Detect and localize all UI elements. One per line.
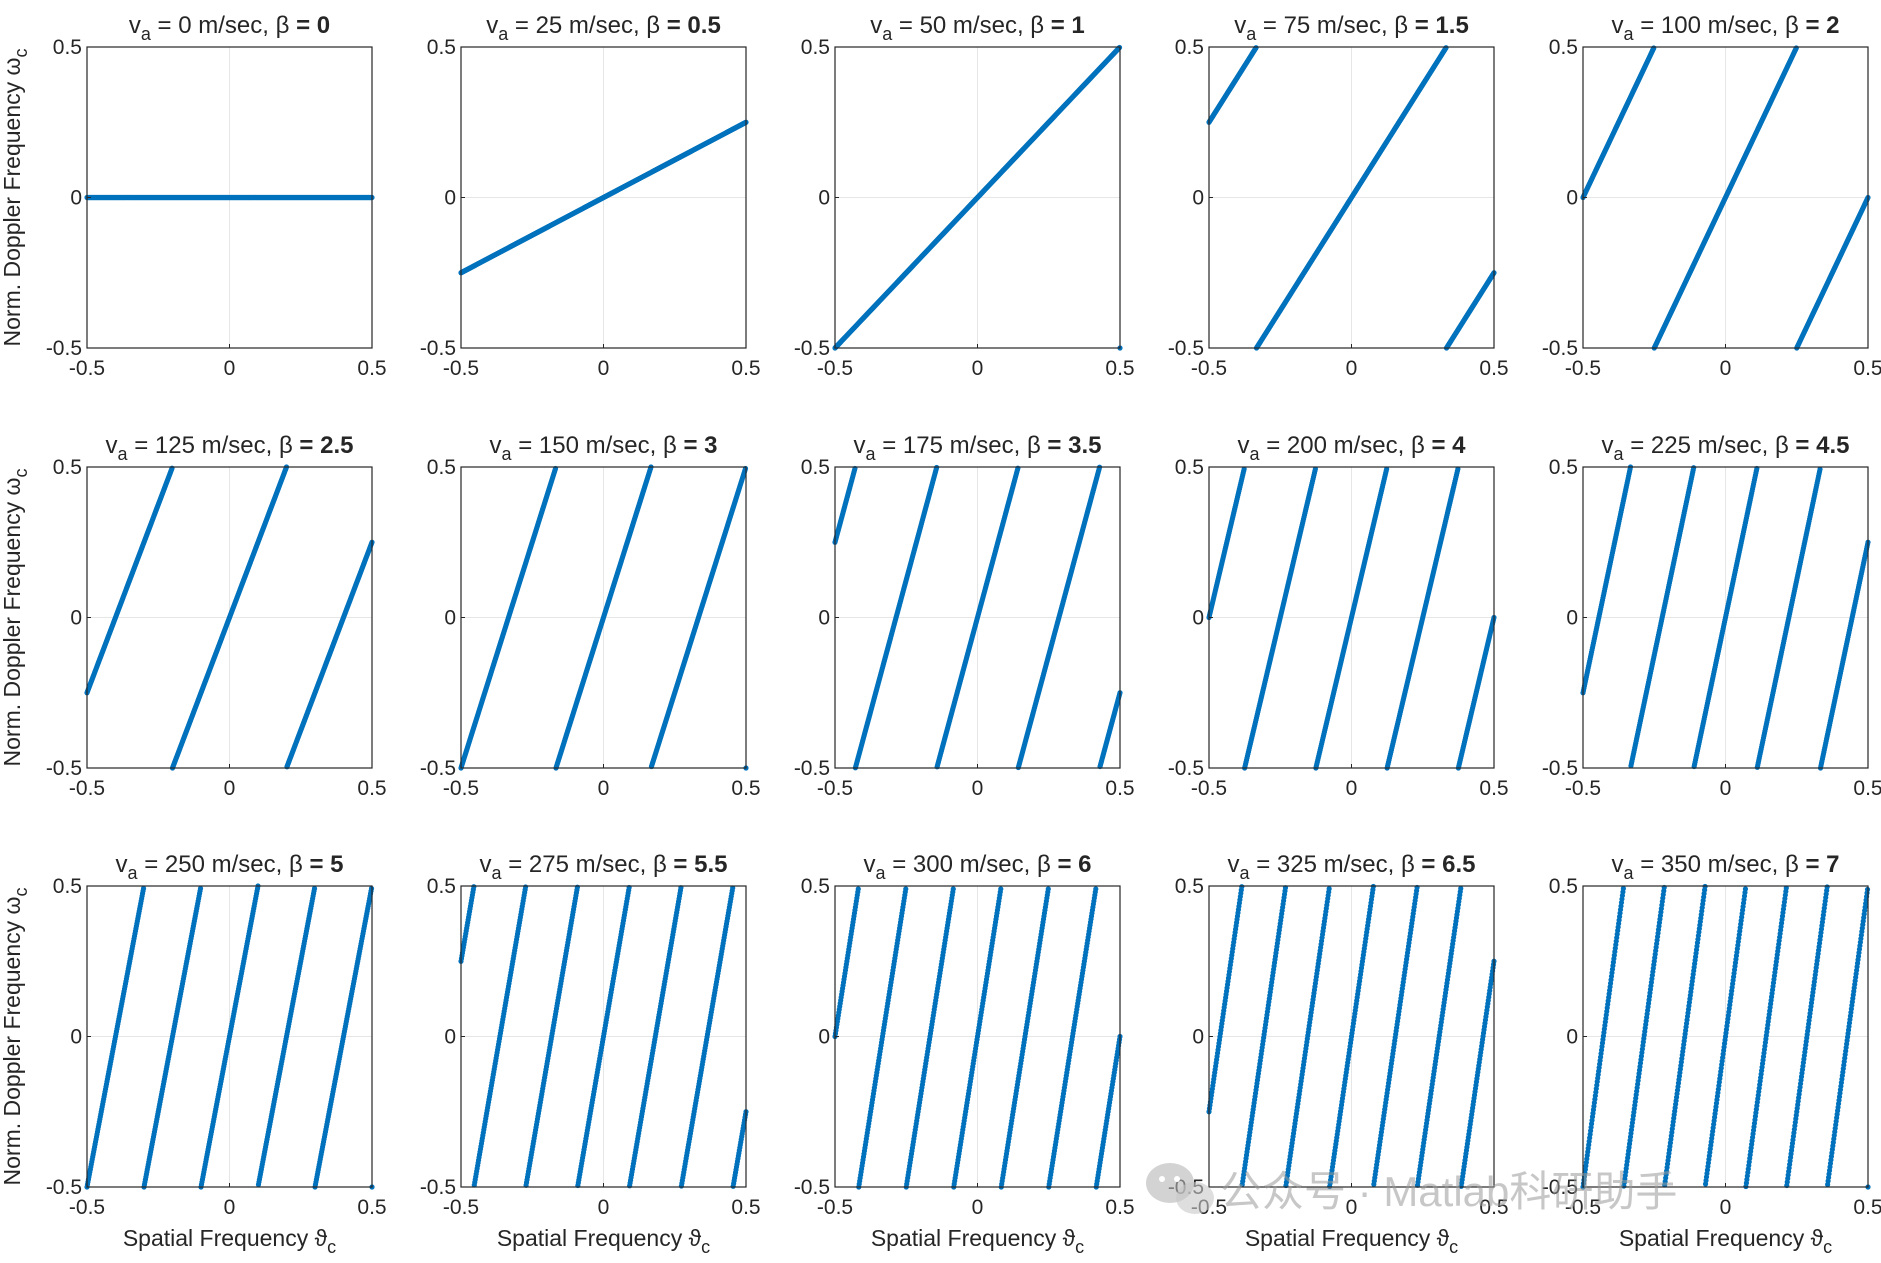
data-point bbox=[1443, 45, 1449, 51]
y-tick-label: -0.5 bbox=[420, 757, 456, 780]
subplot-title: va = 0 m/sec, β = 0 bbox=[129, 12, 330, 44]
subplot-6: -0.5-0.5 0 0 0.5 0.5 va = 125 m/sec, β = 2.5 N… bbox=[0, 432, 387, 800]
subplot-title: va = 25 m/sec, β = 0.5 bbox=[486, 12, 721, 44]
subplot-3: -0.5-0.5 0 0 0.5 0.5 va = 50 m/sec, β = 1 bbox=[794, 12, 1135, 380]
series-points bbox=[1206, 45, 1497, 351]
y-tick-label: -0.5 bbox=[420, 337, 456, 360]
y-tick-label: 0 bbox=[444, 607, 456, 630]
x-tick-label: -0.5 bbox=[1191, 357, 1227, 380]
y-tick-label: -0.5 bbox=[46, 757, 82, 780]
subplot-title: va = 125 m/sec, β = 2.5 bbox=[106, 432, 354, 464]
y-tick-label: 0 bbox=[444, 187, 456, 210]
x-tick-label: -0.5 bbox=[817, 777, 853, 800]
x-tick-label: 0.5 bbox=[731, 777, 760, 800]
x-tick-label: -0.5 bbox=[817, 357, 853, 380]
y-tick-label: 0 bbox=[70, 607, 82, 630]
subplot-title: va = 100 m/sec, β = 2 bbox=[1612, 12, 1840, 44]
x-tick-label: 0 bbox=[224, 777, 236, 800]
y-tick-label: 0.5 bbox=[53, 456, 82, 479]
data-point bbox=[1651, 45, 1657, 51]
series-points bbox=[832, 44, 1123, 351]
x-tick-label: -0.5 bbox=[69, 357, 105, 380]
series-points bbox=[84, 194, 375, 201]
series-points bbox=[458, 119, 749, 276]
y-tick-label: 0 bbox=[818, 607, 830, 630]
y-tick-label: 0.5 bbox=[1549, 36, 1578, 59]
y-axis-label: Norm. Doppler Frequency ωc bbox=[0, 49, 31, 347]
series-points bbox=[1580, 45, 1871, 351]
x-tick-label: 0.5 bbox=[1105, 777, 1134, 800]
subplot-title: va = 150 m/sec, β = 3 bbox=[490, 432, 718, 464]
subplot-4: -0.5-0.5 0 0 0.5 0.5 va = 75 m/sec, β = 1.5 bbox=[1168, 12, 1509, 380]
subplot-title: va = 175 m/sec, β = 3.5 bbox=[854, 432, 1102, 464]
y-tick-label: 0 bbox=[818, 187, 830, 210]
y-tick-label: 0 bbox=[1566, 187, 1578, 210]
y-tick-label: -0.5 bbox=[1168, 337, 1204, 360]
x-tick-label: 0.5 bbox=[1105, 357, 1134, 380]
y-tick-label: -0.5 bbox=[1542, 337, 1578, 360]
y-tick-label: -0.5 bbox=[46, 337, 82, 360]
subplot-2: -0.5-0.5 0 0 0.5 0.5 va = 25 m/sec, β = 0.5 bbox=[420, 12, 761, 380]
x-tick-label: 0.5 bbox=[731, 357, 760, 380]
subplot-1: -0.5-0.5 0 0 0.5 0.5 va = 0 m/sec, β = 0 Norm.… bbox=[0, 12, 387, 380]
y-tick-label: -0.5 bbox=[794, 337, 830, 360]
x-tick-label: 0.5 bbox=[357, 777, 386, 800]
data-point bbox=[1793, 45, 1799, 51]
x-tick-label: -0.5 bbox=[443, 777, 479, 800]
subplot-title: va = 50 m/sec, β = 1 bbox=[870, 12, 1085, 44]
y-tick-label: 0 bbox=[70, 187, 82, 210]
x-tick-label: -0.5 bbox=[1565, 357, 1601, 380]
y-tick-label: 0.5 bbox=[427, 456, 456, 479]
x-tick-label: 0 bbox=[224, 357, 236, 380]
subplot-7: -0.5-0.5 0 0 0.5 0.5 va = 150 m/sec, β = 3 bbox=[420, 432, 761, 800]
x-tick-label: 0 bbox=[972, 357, 984, 380]
y-tick-label: 0.5 bbox=[801, 456, 830, 479]
x-tick-label: 0 bbox=[598, 357, 610, 380]
y-tick-label: 0.5 bbox=[427, 36, 456, 59]
x-tick-label: -0.5 bbox=[443, 357, 479, 380]
subplot-title: va = 75 m/sec, β = 1.5 bbox=[1234, 12, 1469, 44]
y-tick-label: 0.5 bbox=[1175, 36, 1204, 59]
data-point bbox=[1253, 45, 1259, 51]
x-tick-label: 0.5 bbox=[1853, 357, 1881, 380]
x-tick-label: 0.5 bbox=[1479, 357, 1508, 380]
x-tick-label: 0 bbox=[972, 777, 984, 800]
y-tick-label: 0.5 bbox=[801, 36, 830, 59]
subplot-5: -0.5-0.5 0 0 0.5 0.5 va = 100 m/sec, β = 2 bbox=[1542, 12, 1881, 380]
x-tick-label: 0 bbox=[1346, 357, 1358, 380]
y-tick-label: -0.5 bbox=[794, 757, 830, 780]
subplot-8: -0.5-0.5 0 0 0.5 0.5 va = 175 m/sec, β = 3.5 bbox=[794, 432, 1135, 800]
x-tick-label: 0 bbox=[598, 777, 610, 800]
y-tick-label: 0.5 bbox=[53, 36, 82, 59]
y-tick-label: 0 bbox=[1192, 187, 1204, 210]
x-tick-label: 0 bbox=[1720, 357, 1732, 380]
x-tick-label: 0.5 bbox=[357, 357, 386, 380]
x-tick-label: -0.5 bbox=[69, 777, 105, 800]
y-axis-label: Norm. Doppler Frequency ωc bbox=[0, 469, 31, 767]
